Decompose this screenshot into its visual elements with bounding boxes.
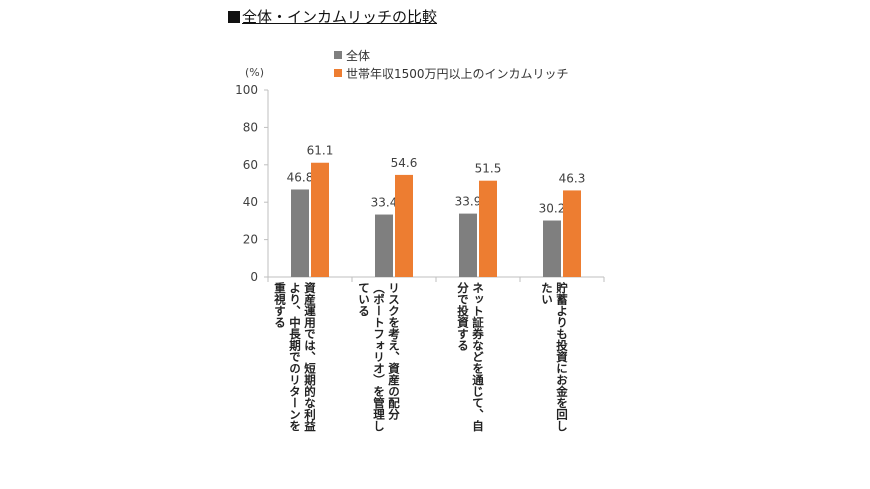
legend-swatch-all [334, 51, 342, 59]
y-axis-unit: (%) [245, 66, 265, 79]
legend-item-all: 全体 [334, 46, 569, 64]
x-category-label-line: ている [357, 282, 371, 317]
bar-rich-1 [395, 174, 413, 277]
y-tick-label-100: 100 [235, 83, 258, 97]
data-label-all-2: 33.9 [455, 195, 482, 209]
y-tick-label-40: 40 [243, 195, 258, 209]
chart-title: 全体・インカムリッチの比較 [228, 6, 437, 27]
bar-all-1 [375, 214, 393, 277]
data-label-all-0: 46.8 [287, 170, 314, 184]
x-category-label-line: ネット証券などを通じて、自 [471, 282, 485, 432]
bar-rich-3 [563, 190, 581, 277]
data-label-rich-1: 54.6 [391, 156, 418, 170]
legend-item-rich: 世帯年収1500万円以上のインカムリッチ [334, 64, 569, 82]
square-bullet-icon [228, 11, 240, 23]
x-category-label-line: 資産運用では、短期的な利益 [303, 282, 317, 432]
y-tick-label-20: 20 [243, 233, 258, 247]
data-label-rich-2: 51.5 [475, 162, 502, 176]
bar-all-0 [291, 189, 309, 277]
legend-label-rich: 世帯年収1500万円以上のインカムリッチ [346, 66, 569, 81]
bar-all-3 [543, 220, 561, 277]
x-category-label-0: 資産運用では、短期的な利益 より、中長期でのリターンを 重視する [272, 282, 317, 432]
y-tick-label-80: 80 [243, 120, 258, 134]
bar-all-2 [459, 213, 477, 277]
data-label-rich-0: 61.1 [307, 144, 334, 158]
x-category-label-line: より、中長期でのリターンを [288, 282, 302, 432]
data-label-all-1: 33.4 [371, 196, 398, 210]
data-label-rich-3: 46.3 [559, 171, 586, 185]
x-category-label-line: 重視する [273, 282, 287, 328]
data-label-all-3: 30.2 [539, 202, 566, 216]
x-category-label-line: 分で投資する [456, 282, 470, 351]
bar-rich-2 [479, 180, 497, 277]
y-tick-label-60: 60 [243, 158, 258, 172]
y-tick-label-0: 0 [250, 270, 258, 284]
legend-swatch-rich [334, 69, 342, 77]
x-category-label-line: たい [540, 282, 554, 305]
x-category-label-line: （ポートフォリオ）を管理し [372, 282, 386, 432]
x-category-label-1: リスクを考え、資産の配分 （ポートフォリオ）を管理し ている [356, 282, 401, 432]
x-category-label-line: 貯蓄よりも投資にお金を回し [555, 282, 569, 432]
x-category-label-3: 貯蓄よりも投資にお金を回し たい [539, 282, 569, 432]
legend: 全体 世帯年収1500万円以上のインカムリッチ [334, 46, 569, 82]
bar-rich-0 [311, 162, 329, 277]
x-category-label-2: ネット証券などを通じて、自 分で投資する [455, 282, 485, 432]
legend-label-all: 全体 [346, 48, 371, 63]
x-category-label-line: リスクを考え、資産の配分 [387, 282, 401, 420]
